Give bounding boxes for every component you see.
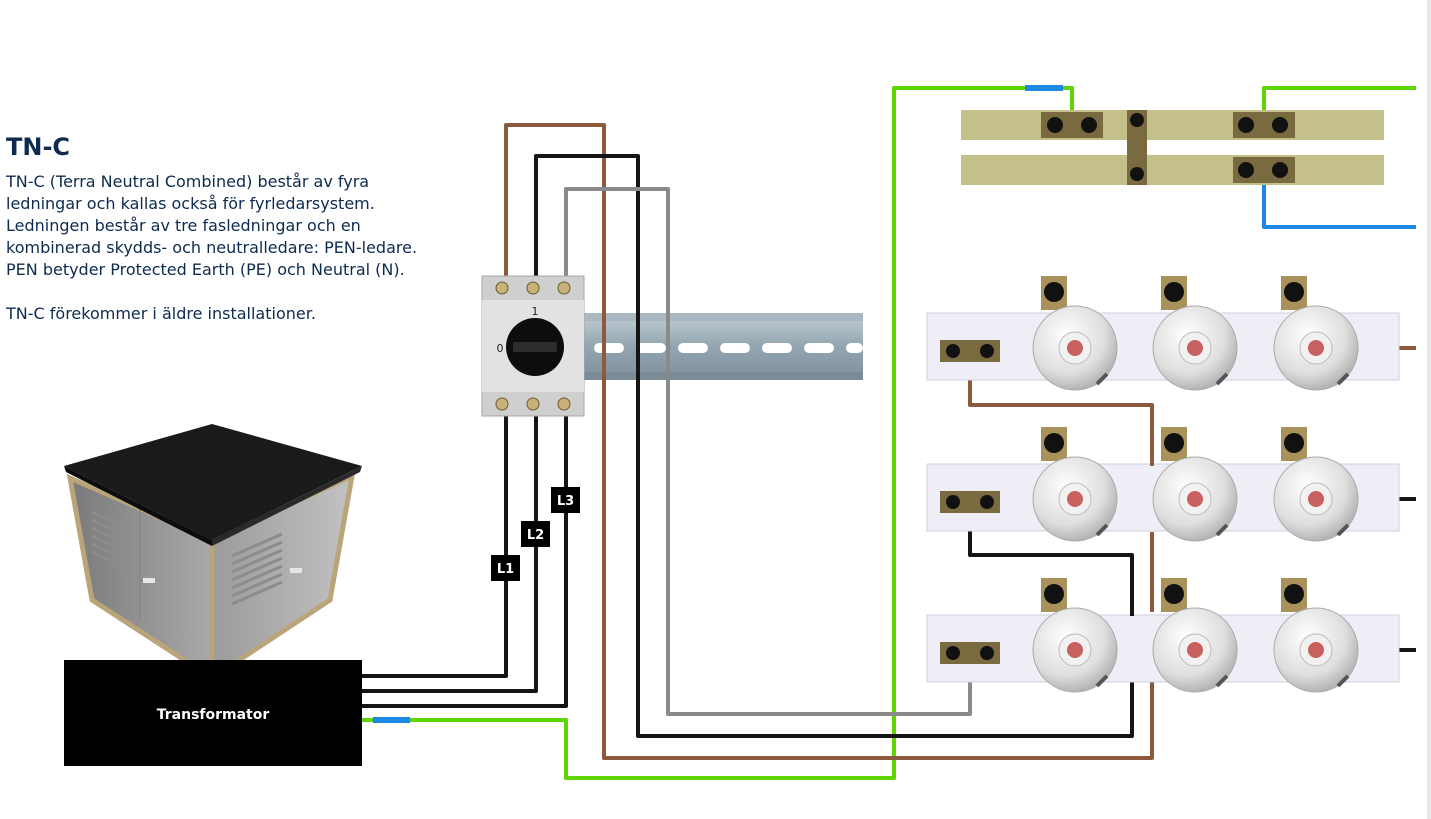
fuse-holder-icon — [1273, 276, 1359, 391]
fuse-holder-icon — [1152, 427, 1238, 542]
switch-pos-0: 0 — [497, 342, 504, 355]
page-title: TN-C — [6, 133, 71, 161]
fuse-holder-icon — [1152, 276, 1238, 391]
l3-output-wire — [564, 187, 972, 716]
main-switch: 0 1 — [481, 275, 585, 417]
description-paragraph: TN-C (Terra Neutral Combined) består av … — [6, 172, 418, 279]
fuse-holder-icon — [1273, 578, 1359, 693]
rotary-switch-icon — [506, 318, 564, 376]
fuse-row-1 — [926, 276, 1400, 391]
svg-text:L2: L2 — [527, 528, 544, 543]
svg-text:L1: L1 — [497, 562, 514, 577]
pen-wire-out — [1262, 86, 1416, 112]
phase-label-l2: L2 — [521, 521, 550, 547]
transformer-label: Transformator — [157, 707, 270, 723]
transformer-station-icon — [64, 424, 362, 683]
fuse-holder-icon — [1032, 427, 1118, 542]
fuse-holder-icon — [1273, 427, 1359, 542]
fuse-holder-icon — [1152, 578, 1238, 693]
svg-text:L3: L3 — [557, 494, 574, 509]
pen-wire — [362, 86, 1074, 780]
phase-label-l1: L1 — [491, 555, 520, 581]
switch-pos-1: 1 — [532, 305, 539, 318]
l1-input-wire — [362, 414, 508, 678]
pen-busbar — [961, 110, 1384, 185]
l1-output-wire — [504, 123, 1154, 760]
description-note: TN-C förekommer i äldre installationer. — [6, 304, 316, 323]
screw-terminal-icon — [495, 281, 571, 411]
fuse-holder-icon — [1032, 276, 1118, 391]
neutral-wire-out — [1262, 180, 1416, 229]
fuse-row-2 — [926, 427, 1400, 542]
fuse-holder-icon — [1032, 578, 1118, 693]
l2-output-wire — [534, 154, 1134, 738]
transformer-box — [64, 660, 362, 766]
fuse-row-3 — [926, 578, 1400, 693]
l2-input-wire — [362, 414, 538, 693]
scrollbar-edge — [1427, 0, 1431, 819]
phase-label-l3: L3 — [551, 487, 580, 513]
din-rail — [582, 313, 863, 380]
